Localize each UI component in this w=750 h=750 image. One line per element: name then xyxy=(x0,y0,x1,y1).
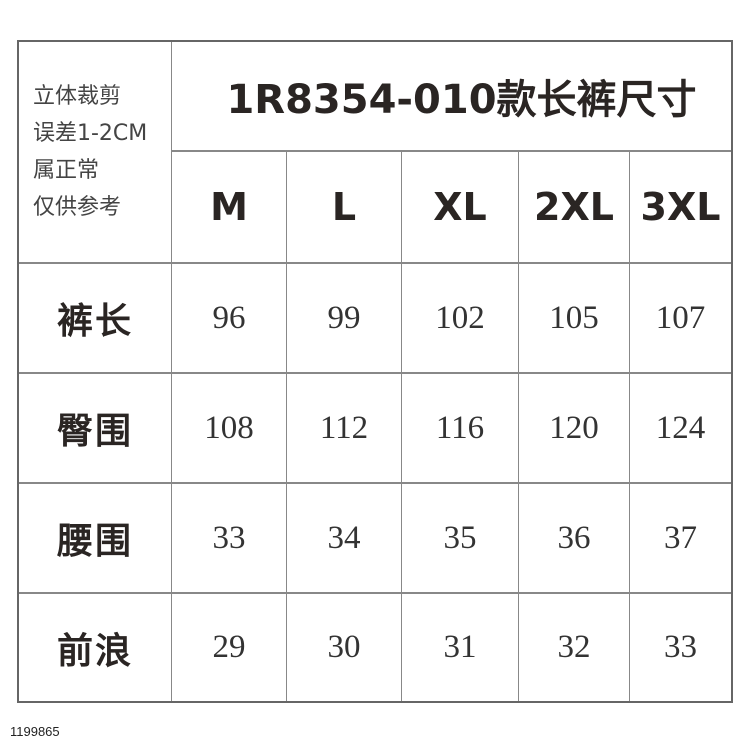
table-cell: 34 xyxy=(287,484,402,594)
chart-title: 1R8354-010款长裤尺寸 xyxy=(172,42,731,152)
size-header-m: M xyxy=(172,152,287,264)
table-cell: 31 xyxy=(402,594,519,701)
table-cell: 37 xyxy=(630,484,731,594)
note-line: 仅供参考 xyxy=(33,195,122,220)
table-cell: 108 xyxy=(172,374,287,484)
table-cell: 33 xyxy=(172,484,287,594)
table-cell: 107 xyxy=(630,264,731,374)
table-cell: 99 xyxy=(287,264,402,374)
row-label: 腰围 xyxy=(19,484,172,594)
row-label: 臀围 xyxy=(19,374,172,484)
product-code: 1199865 xyxy=(10,724,60,739)
size-header-xl: XL xyxy=(402,152,519,264)
table-cell: 30 xyxy=(287,594,402,701)
row-label: 裤长 xyxy=(19,264,172,374)
table-cell: 33 xyxy=(664,629,697,665)
table-cell: 124 xyxy=(630,374,731,484)
table-cell: 29 xyxy=(172,594,287,701)
table-cell: 112 xyxy=(287,374,402,484)
measurement-note: 立体裁剪 误差1-2CM 属正常 仅供参考 xyxy=(19,42,172,264)
table-cell: 116 xyxy=(402,374,519,484)
table-cell: 35 xyxy=(402,484,519,594)
note-line: 误差1-2CM xyxy=(33,121,148,146)
table-cell: 120 xyxy=(519,374,630,484)
row-label: 前浪 xyxy=(19,594,172,701)
size-header-l: L xyxy=(287,152,402,264)
table-cell: 32 xyxy=(519,594,630,701)
note-line: 立体裁剪 xyxy=(33,84,122,109)
table-cell: 105 xyxy=(519,264,630,374)
note-line: 属正常 xyxy=(33,158,100,183)
table-cell: 36 xyxy=(519,484,630,594)
size-header-2xl: 2XL xyxy=(519,152,630,264)
table-cell: 96 xyxy=(172,264,287,374)
table-cell: 102 xyxy=(402,264,519,374)
size-header-3xl: 3XL xyxy=(630,152,731,264)
